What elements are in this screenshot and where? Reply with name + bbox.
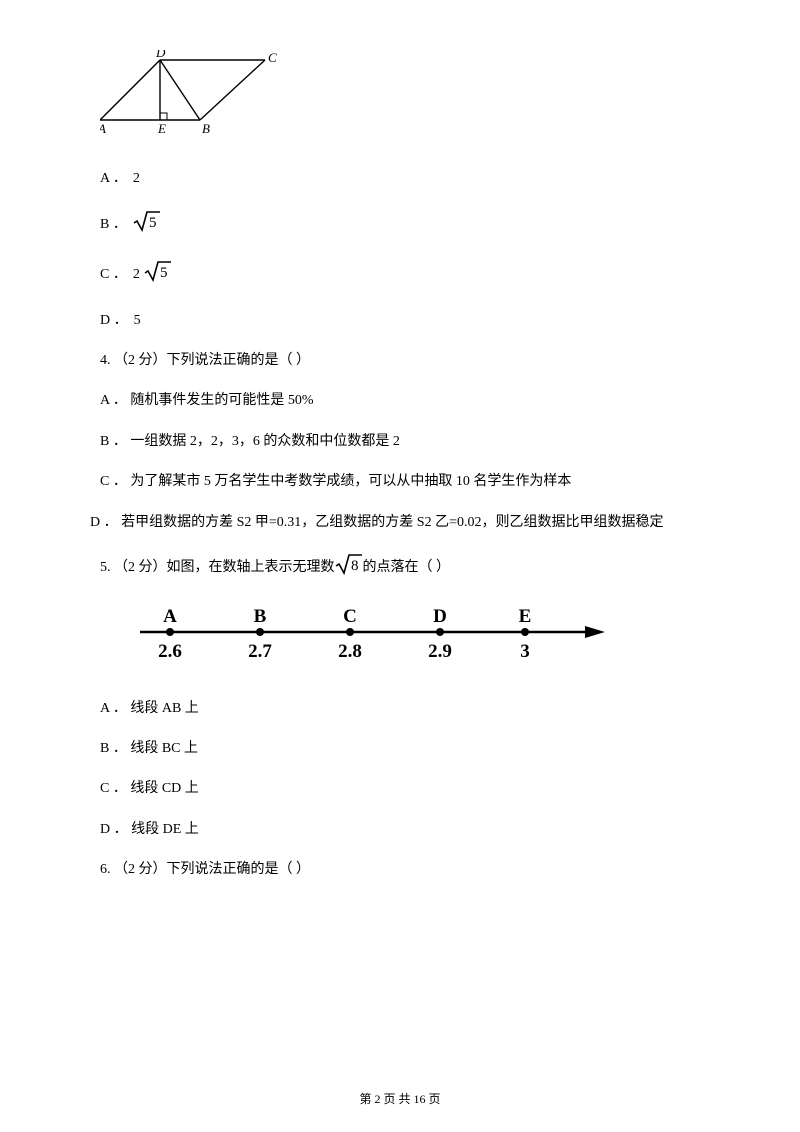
svg-text:C: C — [268, 50, 277, 65]
svg-text:A: A — [100, 121, 106, 136]
svg-text:A: A — [163, 606, 177, 627]
geometry-figure: A E B D C — [100, 50, 710, 148]
q5-stem-prefix: 5. （2 分）如图，在数轴上表示无理数 — [100, 557, 335, 579]
q6-stem: 6. （2 分）下列说法正确的是（ ） — [100, 859, 710, 881]
page-footer: 第 2 页 共 16 页 — [0, 1090, 800, 1107]
svg-text:B: B — [202, 121, 210, 136]
svg-text:2.8: 2.8 — [338, 641, 362, 662]
option-label: A ． — [100, 168, 127, 190]
q3-option-c: C ． 2 5 — [100, 259, 710, 291]
page-content: A E B D C A ． 2 B ． 5 C ． 2 5 D ． 5 4. （2 分）… — [0, 0, 800, 930]
svg-text:2.7: 2.7 — [248, 641, 272, 662]
svg-text:5: 5 — [160, 265, 168, 281]
option-text: 5 — [134, 310, 141, 332]
number-line-figure: A 2.6 B 2.7 C 2.8 D 2.9 E 3 — [130, 604, 710, 677]
sqrt-8-icon: 8 — [335, 552, 363, 584]
number-line-svg: A 2.6 B 2.7 C 2.8 D 2.9 E 3 — [130, 604, 610, 669]
svg-text:5: 5 — [149, 215, 157, 231]
svg-text:D: D — [155, 50, 166, 60]
option-text: 2 — [133, 168, 140, 190]
q5-stem-suffix: 的点落在（ ） — [363, 557, 451, 579]
option-label: C ． — [100, 264, 127, 286]
q5-option-d: D ． 线段 DE 上 — [100, 819, 710, 841]
svg-text:8: 8 — [351, 558, 359, 574]
option-label: B ． — [100, 214, 127, 236]
sqrt-5-icon: 5 — [144, 259, 172, 291]
q4-option-c: C ． 为了解某市 5 万名学生中考数学成绩，可以从中抽取 10 名学生作为样本 — [100, 471, 710, 493]
svg-text:B: B — [254, 606, 267, 627]
option-label: D ． — [100, 310, 128, 332]
q5-option-c: C ． 线段 CD 上 — [100, 778, 710, 800]
q5-option-a: A ． 线段 AB 上 — [100, 698, 710, 720]
svg-text:C: C — [343, 606, 357, 627]
sqrt-5-icon: 5 — [133, 209, 161, 241]
svg-text:2.9: 2.9 — [428, 641, 452, 662]
q4-option-b: B ． 一组数据 2，2，3，6 的众数和中位数都是 2 — [100, 431, 710, 453]
q3-option-a: A ． 2 — [100, 168, 710, 190]
svg-text:2.6: 2.6 — [158, 641, 182, 662]
q5-stem: 5. （2 分）如图，在数轴上表示无理数 8 的点落在（ ） — [100, 552, 710, 584]
parallelogram-svg: A E B D C — [100, 50, 300, 140]
q4-option-d: D ． 若甲组数据的方差 S2 甲=0.31，乙组数据的方差 S2 乙=0.02… — [90, 512, 710, 534]
q3-option-d: D ． 5 — [100, 310, 710, 332]
q5-option-b: B ． 线段 BC 上 — [100, 738, 710, 760]
q3-option-b: B ． 5 — [100, 209, 710, 241]
q4-option-a: A ． 随机事件发生的可能性是 50% — [100, 390, 710, 412]
option-prefix: 2 — [133, 264, 140, 286]
svg-text:E: E — [157, 121, 166, 136]
svg-text:E: E — [519, 606, 532, 627]
svg-text:3: 3 — [520, 641, 530, 662]
q4-stem: 4. （2 分）下列说法正确的是（ ） — [100, 350, 710, 372]
svg-text:D: D — [433, 606, 447, 627]
